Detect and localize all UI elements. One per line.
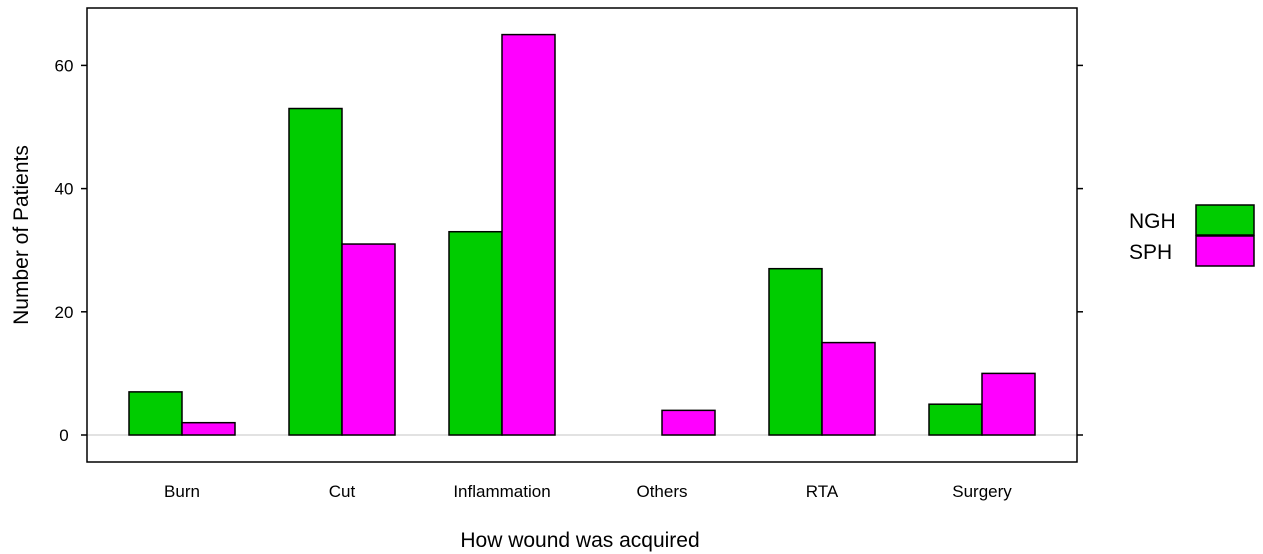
bar-ngh-surgery: [928, 403, 983, 436]
x-tick-label: Cut: [329, 482, 356, 501]
bar-sph-burn: [181, 421, 236, 436]
legend-swatch-sph: [1195, 235, 1255, 267]
y-tick-label: 0: [59, 426, 68, 445]
bar-ngh-rta: [768, 267, 823, 436]
y-axis-title: Number of Patients: [10, 145, 33, 325]
x-axis-title: How wound was acquired: [460, 529, 699, 552]
x-tick-label: Inflammation: [453, 482, 550, 501]
legend-label-sph: SPH: [1129, 241, 1172, 264]
plot-frame: [86, 7, 1078, 463]
y-axis: 0 20 40 60: [55, 56, 1083, 445]
y-tick-label: 40: [55, 180, 74, 199]
x-axis: Burn Cut Inflammation Others RTA Surgery: [164, 482, 1012, 501]
legend-label-ngh: NGH: [1129, 210, 1176, 233]
x-tick-label: Burn: [164, 482, 200, 501]
bar-sph-inflammation: [501, 33, 556, 436]
x-tick-label: Others: [636, 482, 687, 501]
legend-swatch-ngh: [1195, 204, 1255, 236]
bar-sph-rta: [821, 341, 876, 436]
bar-sph-surgery: [981, 372, 1036, 436]
x-tick-label: Surgery: [952, 482, 1012, 501]
bar-sph-others: [661, 409, 716, 436]
bar-ngh-cut: [288, 107, 343, 436]
y-tick-label: 60: [55, 56, 74, 75]
bar-sph-cut: [341, 243, 396, 436]
bar-ngh-burn: [128, 391, 183, 436]
y-tick-label: 20: [55, 303, 74, 322]
x-tick-label: RTA: [806, 482, 839, 501]
bar-ngh-inflammation: [448, 230, 503, 436]
bars-group: [128, 33, 1036, 436]
legend: NGH SPH: [1129, 204, 1255, 267]
